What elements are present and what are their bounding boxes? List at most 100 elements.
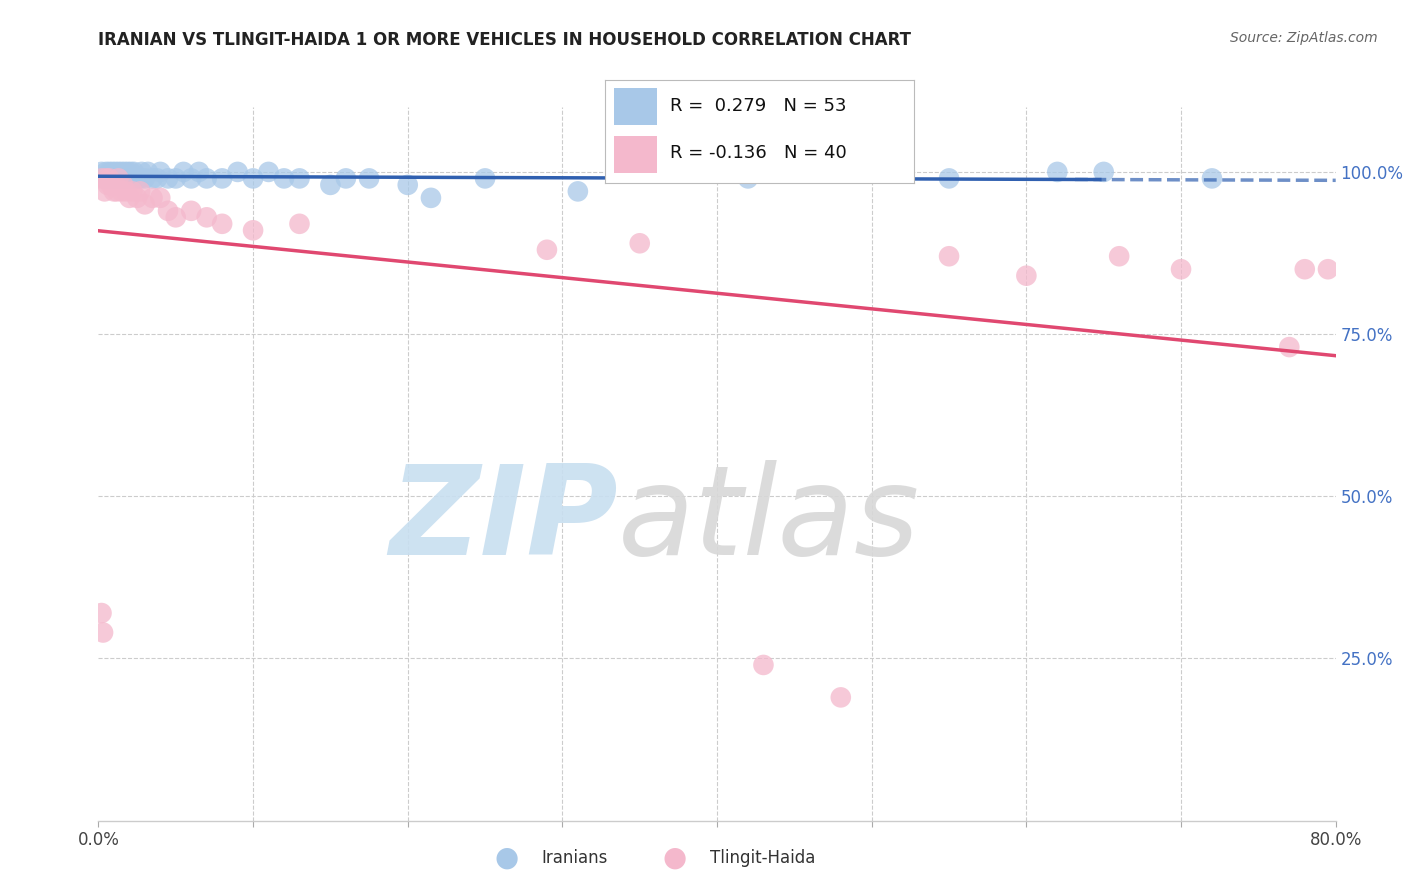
FancyBboxPatch shape <box>614 88 657 126</box>
Point <box>357 171 380 186</box>
Point <box>567 185 589 199</box>
Point <box>211 171 233 186</box>
Point <box>737 171 759 186</box>
Text: Source: ZipAtlas.com: Source: ZipAtlas.com <box>1230 31 1378 45</box>
Point <box>131 165 153 179</box>
Point <box>180 171 202 186</box>
Point <box>118 191 141 205</box>
Point <box>165 211 187 225</box>
Point <box>101 165 124 179</box>
Point <box>129 171 152 186</box>
Point <box>149 165 172 179</box>
Point <box>105 185 128 199</box>
Point <box>127 191 149 205</box>
Point <box>90 171 112 186</box>
Point <box>98 171 121 186</box>
Point <box>1046 165 1069 179</box>
Point <box>1201 171 1223 186</box>
Point <box>335 171 357 186</box>
Point <box>242 171 264 186</box>
Point <box>396 178 419 192</box>
Point <box>188 165 211 179</box>
Point <box>536 243 558 257</box>
Point <box>121 171 143 186</box>
Point <box>98 165 121 179</box>
Point <box>104 165 127 179</box>
Text: R =  0.279   N = 53: R = 0.279 N = 53 <box>669 97 846 115</box>
Point <box>93 185 115 199</box>
Point <box>121 185 143 199</box>
Point <box>103 171 125 186</box>
Point <box>419 191 441 205</box>
Point <box>319 178 342 192</box>
Point <box>96 171 118 186</box>
Point <box>120 165 142 179</box>
Point <box>173 165 195 179</box>
FancyBboxPatch shape <box>614 136 657 173</box>
Text: ●: ● <box>662 844 688 872</box>
Point <box>273 171 295 186</box>
Point <box>288 217 311 231</box>
Point <box>242 223 264 237</box>
Text: ZIP: ZIP <box>389 460 619 582</box>
Point <box>1170 262 1192 277</box>
Point <box>111 185 134 199</box>
Point <box>1092 165 1115 179</box>
Point <box>288 171 311 186</box>
Point <box>226 165 249 179</box>
Point <box>628 236 651 251</box>
Point <box>1294 262 1316 277</box>
Point <box>157 171 180 186</box>
Point <box>112 171 135 186</box>
Point <box>1015 268 1038 283</box>
Text: atlas: atlas <box>619 460 920 582</box>
Point <box>114 165 136 179</box>
Text: Iranians: Iranians <box>541 849 607 867</box>
Point <box>257 165 280 179</box>
Text: R = -0.136   N = 40: R = -0.136 N = 40 <box>669 145 846 162</box>
Point <box>96 165 118 179</box>
Point <box>107 165 129 179</box>
Point <box>134 171 156 186</box>
Point <box>117 165 139 179</box>
Text: Tlingit-Haida: Tlingit-Haida <box>710 849 815 867</box>
Point <box>129 185 152 199</box>
Text: ●: ● <box>494 844 519 872</box>
Point <box>134 197 156 211</box>
Point <box>938 249 960 263</box>
Point <box>97 178 120 192</box>
Point <box>112 178 135 192</box>
Point <box>474 171 496 186</box>
Point <box>752 657 775 672</box>
Point <box>115 185 138 199</box>
Point <box>115 171 138 186</box>
Point <box>100 171 122 186</box>
Point <box>90 606 112 620</box>
Point <box>103 185 125 199</box>
Point <box>149 191 172 205</box>
Point <box>211 217 233 231</box>
Point <box>830 690 852 705</box>
Point <box>180 203 202 218</box>
Point <box>1278 340 1301 354</box>
Point <box>108 171 131 186</box>
Point <box>938 171 960 186</box>
Point <box>157 203 180 218</box>
Point <box>107 171 129 186</box>
Point <box>93 171 115 186</box>
Point <box>1317 262 1340 277</box>
Text: IRANIAN VS TLINGIT-HAIDA 1 OR MORE VEHICLES IN HOUSEHOLD CORRELATION CHART: IRANIAN VS TLINGIT-HAIDA 1 OR MORE VEHIC… <box>98 31 911 49</box>
Point <box>111 165 134 179</box>
Point <box>100 178 122 192</box>
Point <box>142 191 165 205</box>
Point <box>127 171 149 186</box>
Point <box>122 165 145 179</box>
Point <box>105 171 128 186</box>
Point <box>118 171 141 186</box>
Point <box>97 171 120 186</box>
Point <box>1108 249 1130 263</box>
Point <box>195 211 218 225</box>
Point <box>142 171 165 186</box>
Point <box>165 171 187 186</box>
Point <box>195 171 218 186</box>
